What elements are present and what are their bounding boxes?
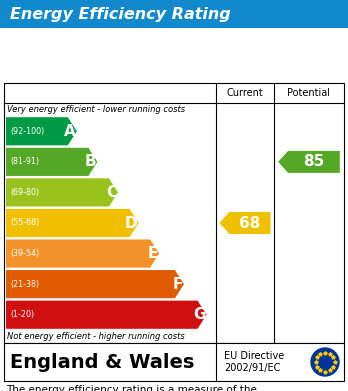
Text: (39-54): (39-54) bbox=[10, 249, 39, 258]
Polygon shape bbox=[6, 117, 77, 145]
Text: 2002/91/EC: 2002/91/EC bbox=[224, 363, 280, 373]
Text: Potential: Potential bbox=[287, 88, 331, 98]
Polygon shape bbox=[6, 301, 207, 329]
Polygon shape bbox=[6, 239, 159, 268]
Text: England & Wales: England & Wales bbox=[10, 353, 195, 371]
Text: B: B bbox=[85, 154, 96, 169]
Polygon shape bbox=[6, 209, 139, 237]
Text: F: F bbox=[173, 277, 183, 292]
Text: (55-68): (55-68) bbox=[10, 219, 39, 228]
Text: (1-20): (1-20) bbox=[10, 310, 34, 319]
Text: (69-80): (69-80) bbox=[10, 188, 39, 197]
Text: Current: Current bbox=[227, 88, 263, 98]
Text: 85: 85 bbox=[303, 154, 325, 169]
Text: EU Directive: EU Directive bbox=[224, 351, 284, 361]
Text: C: C bbox=[106, 185, 117, 200]
Polygon shape bbox=[6, 148, 97, 176]
Text: D: D bbox=[125, 215, 137, 231]
Text: E: E bbox=[148, 246, 158, 261]
Text: Very energy efficient - lower running costs: Very energy efficient - lower running co… bbox=[7, 105, 185, 114]
Bar bbox=[0, 0, 348, 28]
Text: The energy efficiency rating is a measure of the
overall efficiency of a home. T: The energy efficiency rating is a measur… bbox=[6, 385, 269, 391]
Text: A: A bbox=[64, 124, 76, 139]
Text: Energy Efficiency Rating: Energy Efficiency Rating bbox=[10, 7, 231, 22]
Text: Not energy efficient - higher running costs: Not energy efficient - higher running co… bbox=[7, 332, 185, 341]
Polygon shape bbox=[6, 178, 118, 206]
Text: 68: 68 bbox=[239, 215, 261, 231]
Text: (81-91): (81-91) bbox=[10, 157, 39, 166]
Text: G: G bbox=[193, 307, 206, 322]
Circle shape bbox=[311, 348, 339, 376]
Text: (92-100): (92-100) bbox=[10, 127, 44, 136]
Bar bbox=[4, 83, 344, 343]
Polygon shape bbox=[278, 151, 340, 173]
Bar bbox=[4, 343, 344, 381]
Polygon shape bbox=[6, 270, 184, 298]
Polygon shape bbox=[220, 212, 270, 234]
Text: (21-38): (21-38) bbox=[10, 280, 39, 289]
